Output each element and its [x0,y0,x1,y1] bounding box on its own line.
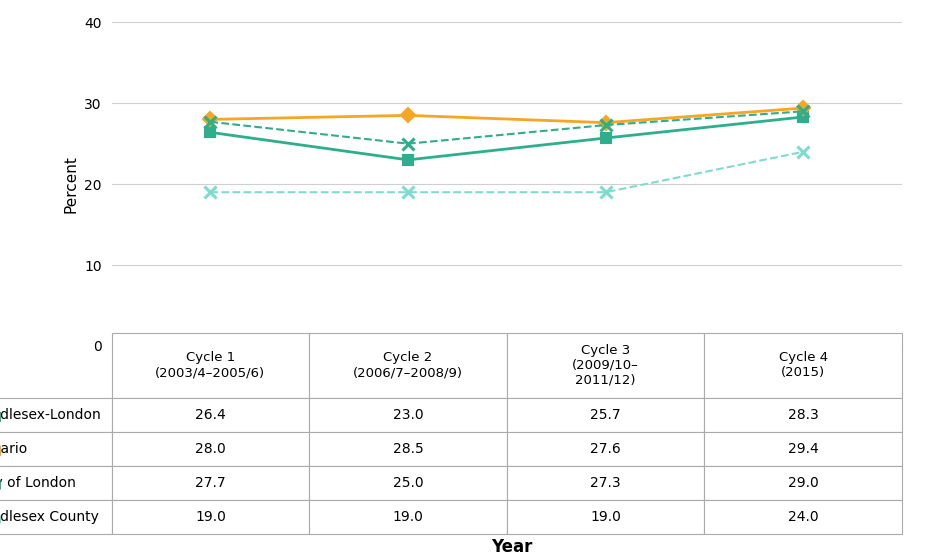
Middlesex-London [403,157,414,163]
Line: Middlesex-London: Middlesex-London [206,112,808,165]
Line: Ontario: Ontario [206,103,808,128]
Ontario [403,112,414,119]
Middlesex County [205,189,216,196]
Middlesex-London [205,129,216,136]
Middlesex County [403,189,414,196]
Ontario [205,116,216,123]
City of London [205,118,216,125]
Middlesex-London [798,114,809,121]
City of London [798,108,809,115]
Text: Year: Year [491,538,532,556]
Ontario [600,119,611,126]
Middlesex County [798,148,809,155]
Y-axis label: Percent: Percent [63,155,79,213]
Ontario [798,105,809,112]
City of London [600,122,611,128]
Middlesex-London [600,134,611,141]
City of London [403,141,414,147]
Line: Middlesex County: Middlesex County [205,146,809,198]
Middlesex County [600,189,611,196]
Line: City of London: City of London [205,106,809,149]
